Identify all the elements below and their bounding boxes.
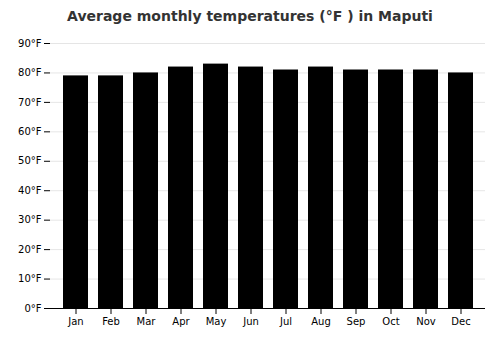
svg-text:Dec: Dec: [451, 316, 470, 327]
svg-text:10°F: 10°F: [18, 273, 42, 284]
svg-text:60°F: 60°F: [18, 126, 42, 137]
svg-text:40°F: 40°F: [18, 185, 42, 196]
svg-text:90°F: 90°F: [18, 38, 42, 49]
svg-text:0°F: 0°F: [24, 303, 41, 314]
html-text:Average monthly temperatures (: Average monthly temperatures (°F ) in Ma…: [67, 8, 433, 24]
svg-text:Sep: Sep: [347, 316, 366, 327]
svg-text:20°F: 20°F: [18, 244, 42, 255]
svg-text:30°F: 30°F: [18, 214, 42, 225]
svg-text:May: May: [206, 316, 227, 327]
svg-text:Oct: Oct: [382, 316, 399, 327]
svg-text:70°F: 70°F: [18, 97, 42, 108]
svg-text:80°F: 80°F: [18, 67, 42, 78]
svg-text:Jan: Jan: [67, 316, 83, 327]
svg-text:50°F: 50°F: [18, 155, 42, 166]
svg-text:Mar: Mar: [137, 316, 157, 327]
svg-text:Apr: Apr: [172, 316, 190, 327]
svg-text:Jun: Jun: [242, 316, 259, 327]
svg-text:Aug: Aug: [311, 316, 331, 327]
svg-text:Feb: Feb: [102, 316, 120, 327]
svg-text:Nov: Nov: [416, 316, 436, 327]
svg-text:Jul: Jul: [279, 316, 292, 327]
